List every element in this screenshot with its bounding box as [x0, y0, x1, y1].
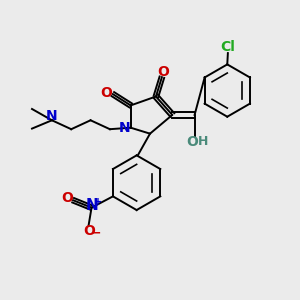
Text: O: O — [83, 224, 95, 239]
Text: +: + — [94, 197, 102, 207]
Text: Cl: Cl — [220, 40, 235, 54]
Text: O: O — [100, 86, 112, 100]
Text: O: O — [157, 65, 169, 79]
Text: H: H — [198, 135, 208, 148]
Text: O: O — [186, 135, 198, 149]
Text: N: N — [85, 198, 98, 213]
Text: −: − — [91, 226, 101, 239]
Text: N: N — [46, 110, 58, 123]
Text: O: O — [61, 191, 73, 205]
Text: N: N — [119, 121, 130, 135]
